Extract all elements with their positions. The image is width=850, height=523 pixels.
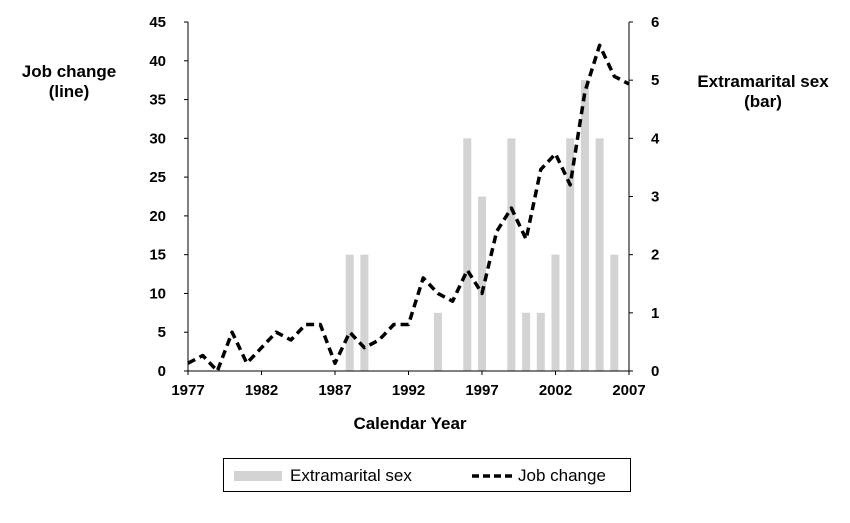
y-tick-left-label: 20 (149, 208, 166, 225)
x-axis-title: Calendar Year (353, 414, 467, 433)
y-tick-right-label: 5 (651, 72, 659, 89)
bar (580, 80, 589, 372)
y-tick-left-label: 15 (149, 247, 166, 264)
job-change-line (187, 43, 630, 373)
bar (610, 254, 619, 371)
bar (566, 138, 575, 371)
legend-swatch-line (472, 474, 512, 478)
bar (551, 254, 560, 371)
x-tick-label: 2002 (539, 382, 572, 399)
bar (345, 254, 354, 371)
y-tick-right-label: 2 (651, 247, 659, 264)
y-tick-left-label: 45 (149, 14, 166, 31)
bar (360, 254, 369, 371)
y-tick-left-label: 35 (149, 92, 166, 109)
y-tick-right-label: 6 (651, 14, 659, 31)
y-tick-right-label: 3 (651, 189, 659, 206)
x-tick-label: 1992 (392, 382, 425, 399)
y-tick-left-label: 0 (158, 363, 166, 380)
y-tick-left-label: 10 (149, 285, 166, 302)
bar (433, 312, 442, 371)
y-tick-left-label: 5 (158, 324, 166, 341)
bar (522, 312, 531, 371)
x-tick-label: 1997 (465, 382, 498, 399)
axes (184, 21, 633, 375)
y-tick-right-label: 0 (651, 363, 659, 380)
legend-label-extramarital-sex: Extramarital sex (290, 466, 412, 485)
y-tick-right-label: 1 (651, 305, 659, 322)
bar (507, 138, 516, 371)
x-tick-label: 1982 (245, 382, 278, 399)
bar-series (345, 80, 619, 372)
y-tick-left-label: 40 (149, 53, 166, 70)
x-tick-label: 1987 (318, 382, 351, 399)
y-tick-left-label: 25 (149, 169, 166, 186)
y-axis-right-title: Extramarital sex (bar) (697, 72, 829, 111)
bar (478, 196, 486, 371)
x-tick-label: 2007 (612, 382, 645, 399)
y-axis-left-title: Job change (line) (21, 62, 117, 101)
legend-swatch-bar (234, 471, 282, 481)
legend-label-job-change: Job change (518, 466, 606, 485)
y-tick-right-label: 4 (651, 130, 660, 147)
x-tick-label: 1977 (171, 382, 204, 399)
bar (536, 312, 545, 371)
line-series (187, 43, 630, 373)
legend: Extramarital sex Job change (223, 458, 631, 492)
y-tick-left-label: 30 (149, 130, 166, 147)
bar (595, 138, 604, 371)
bar (463, 138, 472, 371)
